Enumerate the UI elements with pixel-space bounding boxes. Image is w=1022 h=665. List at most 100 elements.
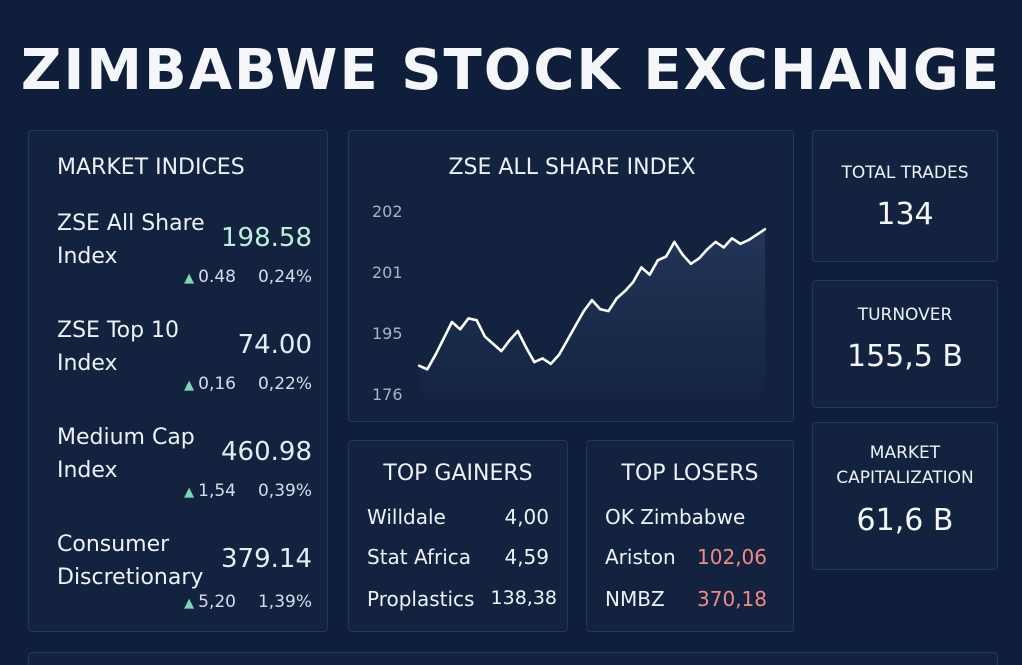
chart-point [516,329,520,333]
loser-name: Ariston [605,545,676,569]
index-value: 460.98 [221,437,312,467]
loser-name: NMBZ [605,587,665,611]
index-change-percent: 0,22% [257,374,312,394]
chart-point [722,246,726,249]
top-losers-heading: TOP LOSERS [621,461,759,486]
market-capitalization-value: 61,6 B [856,503,954,538]
index-row-all-share[interactable]: ZSE All Share Index 198.58 ▲ 0.48 0,24% [57,207,312,303]
total-trades-card: TOTAL TRADES 134 [812,130,998,262]
chart-point [557,353,561,356]
chart-point [607,309,610,313]
market-indices-panel: MARKET INDICES ZSE All Share Index 198.5… [28,130,328,632]
gainer-value: 4,00 [504,505,549,529]
y-tick-label: 202 [372,202,403,221]
top-gainers-heading: TOP GAINERS [383,461,533,486]
chart-point [689,262,693,265]
gainer-name: Proplastics [367,587,475,611]
chart-point [730,237,734,240]
up-triangle-icon: ▲ [184,378,195,393]
index-change: ▲ 0,16 0,22% [184,374,312,394]
turnover-card: TURNOVER 155,5 B [812,280,998,408]
loser-value: 370,18 [697,587,767,611]
index-change-percent: 0,24% [257,267,312,287]
chart-point [706,248,709,251]
chart-point [656,258,660,262]
list-item[interactable]: Stat Africa 4,59 [367,545,557,575]
index-change: ▲ 5,20 1,39% [184,592,312,612]
turnover-value: 155,5 B [846,339,963,374]
index-change-percent: 1,39% [257,592,312,612]
chart-point [590,298,594,302]
loser-value: 102,06 [697,545,767,569]
top-losers-panel: TOP LOSERS OK Zimbabwe Ariston 102,06 NM… [586,440,794,632]
chart-point [450,320,454,324]
chart-point [631,280,635,284]
y-tick-label: 201 [372,263,403,282]
chart-point [599,308,602,311]
total-trades-label: TOTAL TRADES [841,163,969,183]
chart-point [541,357,544,360]
index-change: ▲ 0.48 0,24% [184,267,312,287]
chart-point [582,309,585,313]
chart-point [533,360,536,364]
chart-point [747,238,750,242]
index-change-value: 5,20 [198,592,236,612]
chart-point [491,342,495,346]
index-change-value: 1,54 [198,481,236,501]
chart-point [483,335,487,338]
index-row-medium-cap[interactable]: Medium Cap Index 460.98 ▲ 1,54 0,39% [57,421,312,517]
chart-point [442,337,445,340]
line-chart[interactable]: 202 201 195 176 [349,131,795,423]
gainer-name: Stat Africa [367,545,472,569]
list-item[interactable]: OK Zimbabwe [605,505,783,535]
index-value: 379.14 [221,544,312,574]
chart-point [697,257,701,260]
index-name: ZSE All Share Index [57,211,205,269]
index-change-percent: 0,39% [257,481,312,501]
chart-point [714,240,717,244]
up-triangle-icon: ▲ [184,271,195,286]
chart-point [549,362,553,366]
index-change: ▲ 1,54 0,39% [184,481,312,501]
page-title: ZIMBABWE STOCK EXCHANGE [20,38,1002,103]
index-value: 198.58 [221,223,312,253]
index-value: 74.00 [237,330,312,360]
chart-point [467,317,470,320]
chart-point [640,266,643,269]
loser-name: OK Zimbabwe [605,505,746,529]
chart-point [417,364,421,367]
top-gainers-panel: TOP GAINERS Willdale 4,00 Stat Africa 4,… [348,440,568,632]
gainer-value: 4,59 [504,545,549,569]
list-item[interactable]: Proplastics 138,38 [367,587,557,617]
total-trades-value: 134 [876,197,934,232]
chart-point [508,339,511,342]
chart-point [458,328,462,331]
chart-point [755,233,758,236]
up-triangle-icon: ▲ [184,485,195,500]
up-triangle-icon: ▲ [184,596,195,611]
index-name: Consumer Discretionary [57,532,204,590]
gainer-value: 138,38 [490,587,557,609]
list-item[interactable]: Ariston 102,06 [605,545,783,575]
chart-point [739,242,742,245]
chart-point [574,324,577,327]
index-row-top-10[interactable]: ZSE Top 10 Index 74.00 ▲ 0,16 0,22% [57,314,312,410]
turnover-label: TURNOVER [857,305,953,325]
index-row-consumer-discretionary[interactable]: Consumer Discretionary 379.14 ▲ 5,20 1,39% [57,528,312,624]
chart-point [524,346,528,349]
chart-point [434,353,437,356]
chart-point [673,240,676,244]
index-name: ZSE Top 10 Index [57,318,180,376]
chart-point [500,349,503,353]
index-name: Medium Cap Index [57,425,195,483]
chart-point [615,297,618,300]
chart-point [681,253,684,256]
list-item[interactable]: Willdale 4,00 [367,505,557,535]
chart-point [648,273,651,276]
index-change-value: 0.48 [198,267,236,287]
chart-point [623,289,627,293]
list-item[interactable]: NMBZ 370,18 [605,587,783,617]
chart-point [475,319,478,322]
y-tick-label: 176 [372,385,403,404]
chart-point [763,228,767,231]
